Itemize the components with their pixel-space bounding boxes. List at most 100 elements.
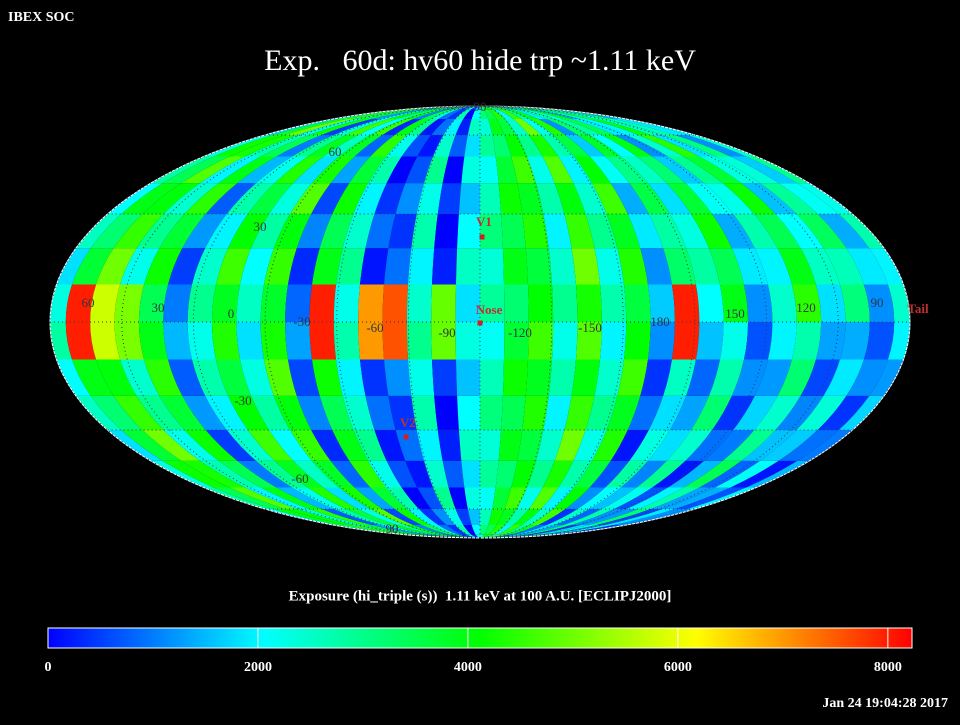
map-cell <box>480 460 499 488</box>
map-cell <box>636 156 686 184</box>
map-cell <box>323 487 371 510</box>
map-cell <box>159 214 206 249</box>
map-cell <box>288 248 320 285</box>
map-cell <box>386 460 418 488</box>
map-cell <box>492 109 514 120</box>
map-cell <box>564 214 595 249</box>
map-cell <box>610 183 649 214</box>
map-cell <box>455 119 472 135</box>
map-cell <box>401 487 432 510</box>
map-cell <box>563 509 615 525</box>
map-cell <box>754 395 801 430</box>
map-cell <box>626 487 684 510</box>
map-cell <box>433 534 480 538</box>
map-cell <box>496 509 517 525</box>
map-cell <box>775 395 824 430</box>
map-cell <box>394 509 430 525</box>
map-cell <box>553 487 590 510</box>
map-cell <box>429 106 480 110</box>
map-cell <box>511 156 536 184</box>
map-cell <box>554 430 586 461</box>
map-cell <box>370 509 414 525</box>
map-cell <box>292 487 346 510</box>
map-cell <box>406 119 439 135</box>
map-cell <box>218 156 277 184</box>
map-cell <box>309 284 337 322</box>
map-cell <box>461 460 480 488</box>
map-cell <box>480 430 502 461</box>
map-cell <box>796 214 847 249</box>
map-cell <box>691 395 732 430</box>
map-cell <box>218 460 277 488</box>
map-cell <box>211 322 241 360</box>
map-cell <box>731 248 768 285</box>
map-cell <box>480 534 497 538</box>
map-cell <box>388 214 417 249</box>
map-cell <box>638 487 700 510</box>
map-cell <box>495 156 518 184</box>
map-cell <box>791 322 822 360</box>
map-cell <box>730 156 798 184</box>
map-cell <box>733 214 778 249</box>
map-cell <box>543 214 572 249</box>
map-cell <box>353 430 387 461</box>
map-cell <box>480 534 548 538</box>
map-cell <box>759 430 818 461</box>
map-cell <box>455 509 472 525</box>
map-cell <box>432 359 458 396</box>
map-cell <box>309 509 372 525</box>
map-cell <box>162 460 230 488</box>
map-cell <box>480 534 523 538</box>
map-cell <box>585 395 618 430</box>
map-cell <box>492 134 512 157</box>
map-cell <box>342 395 375 430</box>
map-cell <box>617 248 648 285</box>
map-cell <box>138 322 169 360</box>
map-cell <box>546 119 590 135</box>
map-cell <box>620 460 667 488</box>
map-cell <box>65 284 97 322</box>
map-cell <box>424 156 449 184</box>
map-cell <box>163 322 193 360</box>
longitude-label: 180 <box>650 314 670 329</box>
map-cell <box>168 359 206 396</box>
map-cell <box>144 248 183 285</box>
map-cell <box>610 430 649 461</box>
map-cell <box>652 156 704 184</box>
map-cell <box>90 214 143 249</box>
map-cell <box>555 509 602 525</box>
longitude-label: 120 <box>796 300 816 315</box>
map-cell <box>332 183 369 214</box>
map-cell <box>539 524 606 535</box>
map-cell <box>431 284 457 322</box>
map-cell <box>467 534 480 538</box>
map-cell <box>535 109 597 120</box>
map-cell <box>192 359 229 396</box>
map-cell <box>443 509 464 525</box>
map-cell <box>455 322 480 360</box>
map-cell <box>475 106 480 110</box>
map-cell <box>144 359 183 396</box>
map-cell <box>573 183 607 214</box>
map-cell <box>501 395 526 430</box>
map-cell <box>388 395 417 430</box>
map-cell <box>503 322 529 360</box>
map-cell <box>181 460 246 488</box>
map-cell <box>382 509 422 525</box>
map-cell <box>683 156 742 184</box>
map-cell <box>480 156 499 184</box>
map-cell <box>509 524 547 535</box>
map-cell <box>540 134 574 157</box>
map-cell <box>511 460 536 488</box>
map-cell <box>754 359 792 396</box>
map-cell <box>605 119 675 135</box>
map-cell <box>363 524 425 535</box>
map-cell <box>526 524 581 535</box>
map-cell <box>384 359 412 396</box>
map-cell <box>90 284 121 322</box>
marker-label: Tail <box>907 301 929 316</box>
map-cell <box>708 248 744 285</box>
map-cell <box>480 106 540 110</box>
map-cell <box>652 460 704 488</box>
map-cell <box>650 134 715 157</box>
